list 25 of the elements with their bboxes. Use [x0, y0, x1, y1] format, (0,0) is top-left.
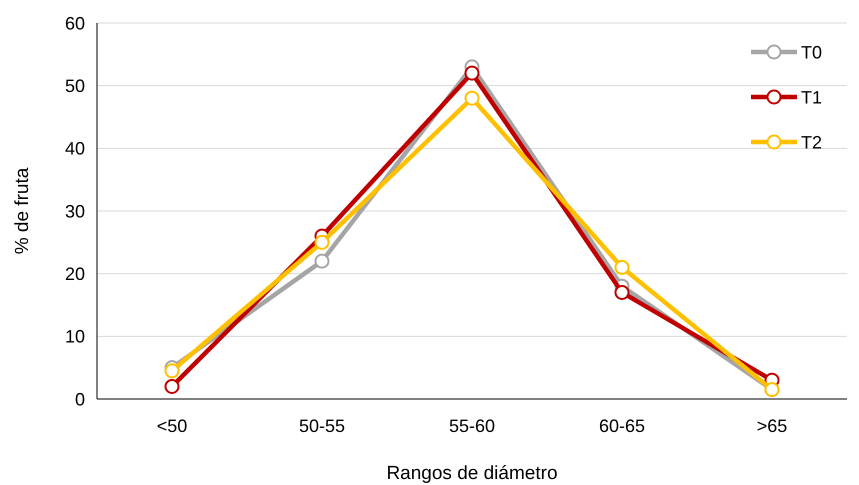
x-tick-label: 60-65 [598, 416, 646, 436]
y-tick-label: 60 [64, 13, 85, 34]
y-tick-label: 30 [64, 201, 85, 222]
legend-label: T1 [801, 87, 822, 108]
point [314, 254, 330, 269]
y-axis-title: % de fruta [12, 167, 33, 254]
point [314, 234, 330, 250]
legend-label: T2 [801, 132, 822, 152]
point [464, 66, 480, 81]
point [164, 378, 180, 394]
point [614, 284, 630, 300]
y-tick-label: 10 [64, 326, 85, 347]
legend-label: T0 [801, 42, 822, 62]
y-tick-label: 0 [74, 389, 85, 410]
point [614, 260, 630, 275]
x-tick-label: >65 [756, 416, 788, 436]
x-tick-label: 55-60 [448, 416, 496, 436]
point [464, 90, 480, 106]
x-tick-label: <50 [156, 416, 188, 436]
y-tick-label: 20 [64, 264, 85, 284]
point [164, 363, 180, 378]
y-tick-label: 50 [64, 76, 85, 96]
x-axis-title: Rangos de diámetro [386, 463, 558, 484]
x-tick-label: 50-55 [298, 416, 346, 436]
y-tick-label: 40 [64, 138, 85, 159]
